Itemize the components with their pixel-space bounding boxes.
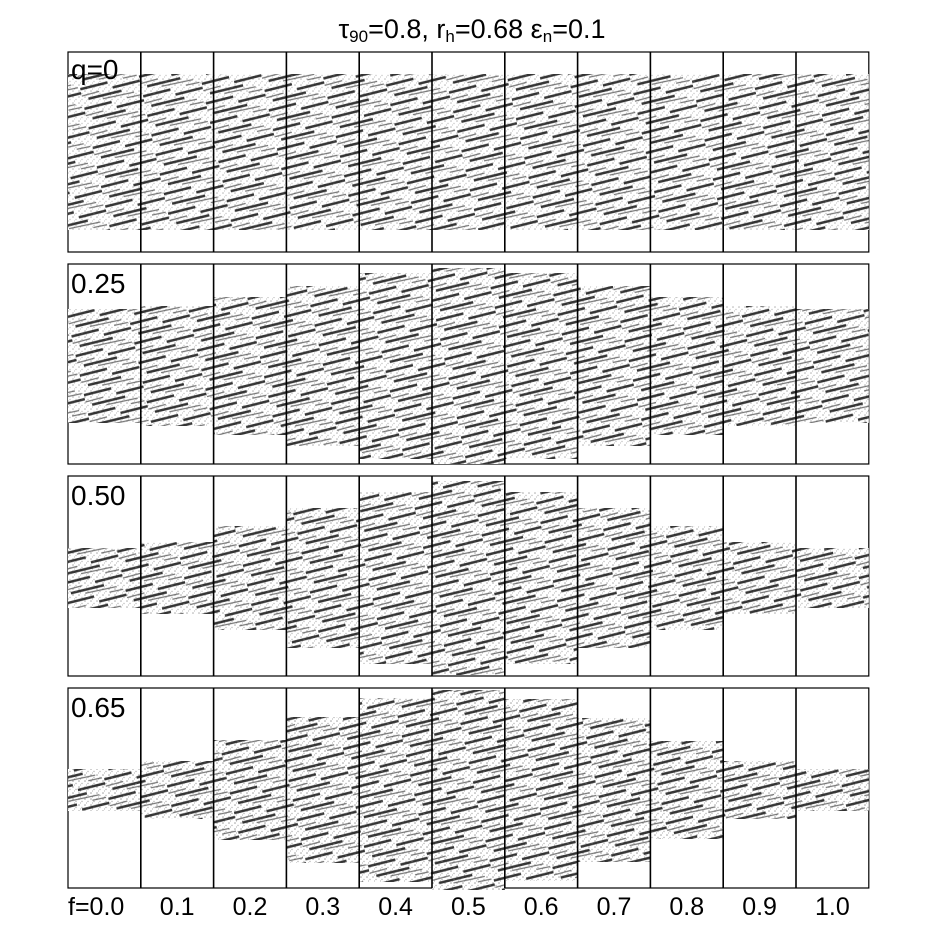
texture-speckle-r0-c8	[650, 74, 724, 230]
q-label-0: q=0	[71, 54, 119, 85]
texture-speckle-r1-c3	[286, 286, 360, 446]
f-axis-labels: f=0.0 0.1 0.2 0.3 0.4 0.5 0.6 0.7 0.8 0.9 1.0	[0, 893, 944, 933]
texture-speckle-r2-c4	[359, 492, 432, 664]
texture-speckle-r3-c7	[577, 718, 651, 862]
f-label-6: 0.6	[523, 893, 559, 921]
texture-speckle-r1-c8	[650, 297, 724, 435]
q-label-1: 0.25	[71, 268, 126, 299]
texture-speckle-r2-c0	[68, 548, 141, 608]
f-label-1: 0.1	[159, 893, 195, 921]
texture-speckle-r1-c4	[359, 273, 432, 459]
f-label-5: 0.5	[451, 893, 486, 921]
texture-speckle-r1-c6	[504, 273, 578, 459]
texture-speckle-r3-c0	[68, 769, 141, 811]
texture-speckle-r3-c4	[359, 698, 432, 882]
texture-speckle-r3-c3	[286, 717, 360, 863]
texture-speckle-r0-c0	[68, 74, 141, 230]
texture-speckle-r3-c9	[723, 761, 796, 819]
texture-speckle-r0-c9	[723, 74, 796, 230]
texture-speckle-r1-c5	[432, 268, 505, 464]
figure-title: τ90=0.8, rh=0.68 εn=0.1	[338, 14, 606, 46]
texture-speckle-r1-c9	[723, 306, 796, 426]
texture-speckle-r2-c9	[723, 542, 796, 614]
texture-speckle-r2-c1	[140, 542, 214, 614]
texture-speckle-r0-c5	[432, 74, 505, 230]
f-label-2: 0.2	[232, 893, 268, 921]
texture-speckle-r0-c3	[286, 74, 360, 230]
f-label-10: 1.0	[815, 893, 850, 921]
texture-speckle-r3-c6	[504, 699, 578, 881]
f-label-9: 0.9	[742, 893, 777, 921]
texture-speckle-r3-c5	[432, 690, 505, 890]
texture-speckle-r3-c8	[650, 741, 724, 839]
q-label-2: 0.50	[71, 480, 126, 511]
texture-speckle-r0-c6	[504, 74, 578, 230]
texture-speckle-r1-c10	[796, 309, 869, 423]
texture-speckle-r2-c3	[286, 508, 360, 648]
texture-speckle-r0-c10	[796, 74, 869, 230]
texture-speckle-r1-c1	[140, 306, 214, 426]
texture-speckle-r0-c1	[140, 74, 214, 230]
texture-speckle-r1-c2	[213, 297, 287, 435]
texture-speckle-r3-c10	[796, 769, 869, 811]
texture-speckle-r3-c2	[213, 740, 287, 840]
texture-speckle-r2-c10	[796, 548, 869, 608]
texture-speckle-r0-c4	[359, 74, 432, 230]
f-label-7: 0.7	[596, 893, 632, 921]
texture-speckle-r0-c2	[213, 74, 287, 230]
f-label-0: f=0.0	[68, 893, 125, 921]
f-label-8: 0.8	[669, 893, 705, 921]
texture-speckle-r3-c1	[140, 761, 214, 819]
texture-speckle-r1-c0	[68, 309, 141, 423]
q-label-3: 0.65	[71, 692, 126, 723]
texture-speckle-r2-c6	[504, 492, 578, 664]
f-label-3: 0.3	[305, 893, 341, 921]
texture-speckle-r2-c5	[432, 481, 505, 675]
texture-speckle-r0-c7	[577, 74, 651, 230]
texture-speckle-r2-c2	[213, 526, 287, 630]
texture-speckle-r2-c7	[577, 508, 651, 648]
f-label-4: 0.4	[378, 893, 413, 921]
texture-speckle-r2-c8	[650, 526, 724, 630]
texture-speckle-r1-c7	[577, 286, 651, 446]
